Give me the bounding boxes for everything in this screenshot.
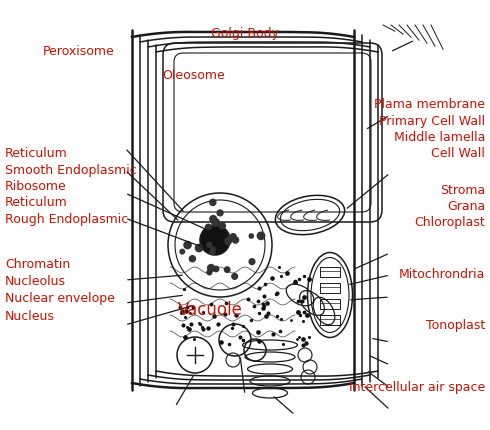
Circle shape (200, 225, 230, 255)
Bar (320, 299, 340, 309)
Circle shape (219, 223, 225, 229)
Text: Reticulum: Reticulum (5, 147, 68, 160)
Circle shape (228, 235, 234, 241)
Text: Mitochrondria: Mitochrondria (399, 268, 485, 281)
Circle shape (225, 238, 231, 245)
Text: Chloroplast: Chloroplast (415, 216, 485, 229)
Circle shape (249, 234, 253, 238)
Bar (320, 283, 340, 293)
Circle shape (211, 247, 215, 251)
Text: Grana: Grana (447, 200, 485, 213)
Text: Nucleolus: Nucleolus (5, 275, 66, 288)
Circle shape (210, 249, 215, 255)
Text: Middle lamella: Middle lamella (394, 131, 485, 144)
Text: Vacuole: Vacuole (178, 301, 243, 319)
Text: Ribosome: Ribosome (5, 180, 67, 193)
Circle shape (232, 273, 238, 279)
Circle shape (196, 244, 203, 252)
Text: Intercellular air space: Intercellular air space (349, 381, 485, 393)
Bar (320, 267, 340, 277)
Text: Reticulum: Reticulum (5, 197, 68, 209)
Circle shape (210, 215, 217, 222)
Text: Peroxisome: Peroxisome (43, 45, 114, 58)
Circle shape (189, 256, 196, 262)
Text: Stroma: Stroma (440, 184, 485, 197)
Circle shape (213, 266, 219, 272)
Circle shape (212, 219, 220, 226)
Text: Tonoplast: Tonoplast (426, 319, 485, 332)
Circle shape (257, 232, 265, 240)
Circle shape (184, 241, 191, 249)
Circle shape (230, 233, 236, 240)
Circle shape (208, 264, 215, 271)
Text: Plama membrane: Plama membrane (374, 98, 485, 111)
Circle shape (207, 270, 212, 275)
Text: Smooth Endoplasmic: Smooth Endoplasmic (5, 164, 137, 177)
Circle shape (217, 210, 223, 216)
Circle shape (210, 200, 216, 206)
Text: Nucleus: Nucleus (5, 310, 55, 322)
Text: Rough Endoplasmic: Rough Endoplasmic (5, 213, 128, 226)
Text: Golgi Body: Golgi Body (211, 27, 279, 40)
Circle shape (205, 224, 211, 230)
Text: Nuclear envelope: Nuclear envelope (5, 292, 115, 305)
Text: Primary Cell Wall: Primary Cell Wall (379, 115, 485, 128)
Text: Oleosome: Oleosome (162, 69, 225, 82)
Circle shape (207, 243, 212, 247)
Circle shape (249, 259, 255, 264)
Bar (320, 315, 340, 325)
Text: Chromatin: Chromatin (5, 258, 70, 271)
Circle shape (232, 237, 239, 243)
Circle shape (224, 267, 230, 272)
Circle shape (180, 249, 185, 254)
Text: Cell Wall: Cell Wall (431, 147, 485, 160)
